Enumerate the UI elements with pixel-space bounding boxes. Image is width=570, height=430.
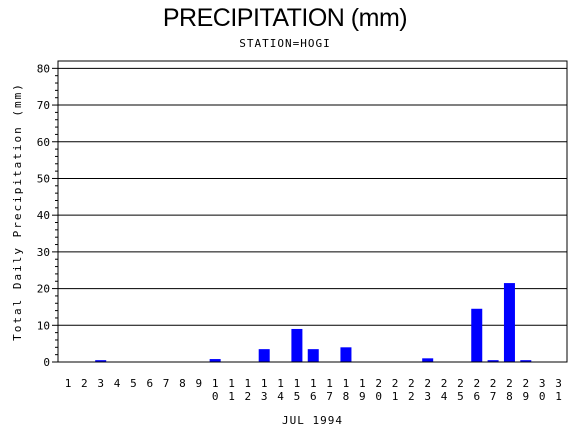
x-tick-label: 2 (408, 390, 415, 403)
x-tick-label: 4 (441, 390, 448, 403)
x-tick-label: 8 (343, 390, 350, 403)
bar (307, 349, 319, 362)
chart-subtitle: STATION=HOGI (239, 37, 331, 50)
x-tick-label: 6 (146, 377, 153, 390)
y-tick-label: 10 (37, 319, 50, 332)
x-tick-label: 1 (392, 390, 399, 403)
bar (422, 358, 434, 362)
x-tick-label: 1 (212, 377, 219, 390)
x-tick-label: 0 (539, 390, 546, 403)
x-tick-label: 4 (114, 377, 121, 390)
x-tick-label: 1 (294, 377, 301, 390)
x-tick-label: 2 (522, 377, 529, 390)
x-tick-label: 3 (424, 390, 431, 403)
x-tick-label: 1 (228, 377, 235, 390)
x-tick-label: 1 (65, 377, 72, 390)
x-tick-label: 2 (392, 377, 399, 390)
x-tick-label: 2 (506, 377, 513, 390)
x-tick-label: 2 (375, 377, 382, 390)
bar (340, 347, 352, 362)
x-tick-label: 2 (408, 377, 415, 390)
x-tick-label: 6 (310, 390, 317, 403)
x-tick-label: 5 (457, 390, 464, 403)
x-tick-label: 5 (294, 390, 301, 403)
x-tick-label: 5 (130, 377, 137, 390)
y-axis-label: Total Daily Precipitation (mm) (11, 82, 24, 341)
x-tick-label: 2 (473, 377, 480, 390)
y-tick-label: 70 (37, 99, 50, 112)
x-tick-label: 1 (326, 377, 333, 390)
x-tick-label: 7 (163, 377, 170, 390)
x-tick-label: 9 (359, 390, 366, 403)
x-tick-label: 9 (195, 377, 202, 390)
x-tick-label: 6 (473, 390, 480, 403)
x-tick-label: 0 (212, 390, 219, 403)
y-tick-label: 40 (37, 209, 50, 222)
bar (471, 308, 483, 362)
y-tick-label: 50 (37, 172, 50, 185)
x-tick-label: 1 (277, 377, 284, 390)
bar (209, 359, 221, 362)
x-tick-label: 1 (261, 377, 268, 390)
x-tick-label: 2 (490, 377, 497, 390)
x-tick-label: 2 (424, 377, 431, 390)
x-tick-label: 1 (555, 390, 562, 403)
x-tick-label: 3 (555, 377, 562, 390)
x-tick-label: 2 (457, 377, 464, 390)
chart-title: PRECIPITATION (mm) (162, 4, 408, 32)
bar (520, 360, 532, 362)
bar (291, 328, 303, 362)
bar (503, 283, 515, 362)
x-tick-label: 9 (522, 390, 529, 403)
y-tick-label: 30 (37, 246, 50, 259)
x-tick-label: 0 (375, 390, 382, 403)
y-tick-label: 80 (37, 62, 50, 75)
x-tick-label: 3 (539, 377, 546, 390)
y-tick-label: 0 (43, 356, 50, 369)
x-tick-label: 7 (326, 390, 333, 403)
bar (95, 360, 107, 362)
x-tick-label: 1 (310, 377, 317, 390)
plot-frame (57, 60, 568, 363)
x-tick-label: 4 (277, 390, 284, 403)
x-axis-label: JUL 1994 (282, 414, 343, 427)
x-tick-label: 8 (179, 377, 186, 390)
x-tick-label: 8 (506, 390, 513, 403)
x-tick-label: 1 (343, 377, 350, 390)
x-tick-label: 1 (245, 377, 252, 390)
bar (487, 360, 499, 362)
x-tick-label: 7 (490, 390, 497, 403)
bar (258, 349, 270, 362)
x-tick-label: 2 (81, 377, 88, 390)
x-tick-label: 3 (261, 390, 268, 403)
x-tick-label: 1 (359, 377, 366, 390)
y-tick-label: 60 (37, 136, 50, 149)
y-tick-label: 20 (37, 283, 50, 296)
x-tick-label: 1 (228, 390, 235, 403)
x-tick-label: 3 (97, 377, 104, 390)
x-tick-label: 2 (441, 377, 448, 390)
x-tick-label: 2 (245, 390, 252, 403)
